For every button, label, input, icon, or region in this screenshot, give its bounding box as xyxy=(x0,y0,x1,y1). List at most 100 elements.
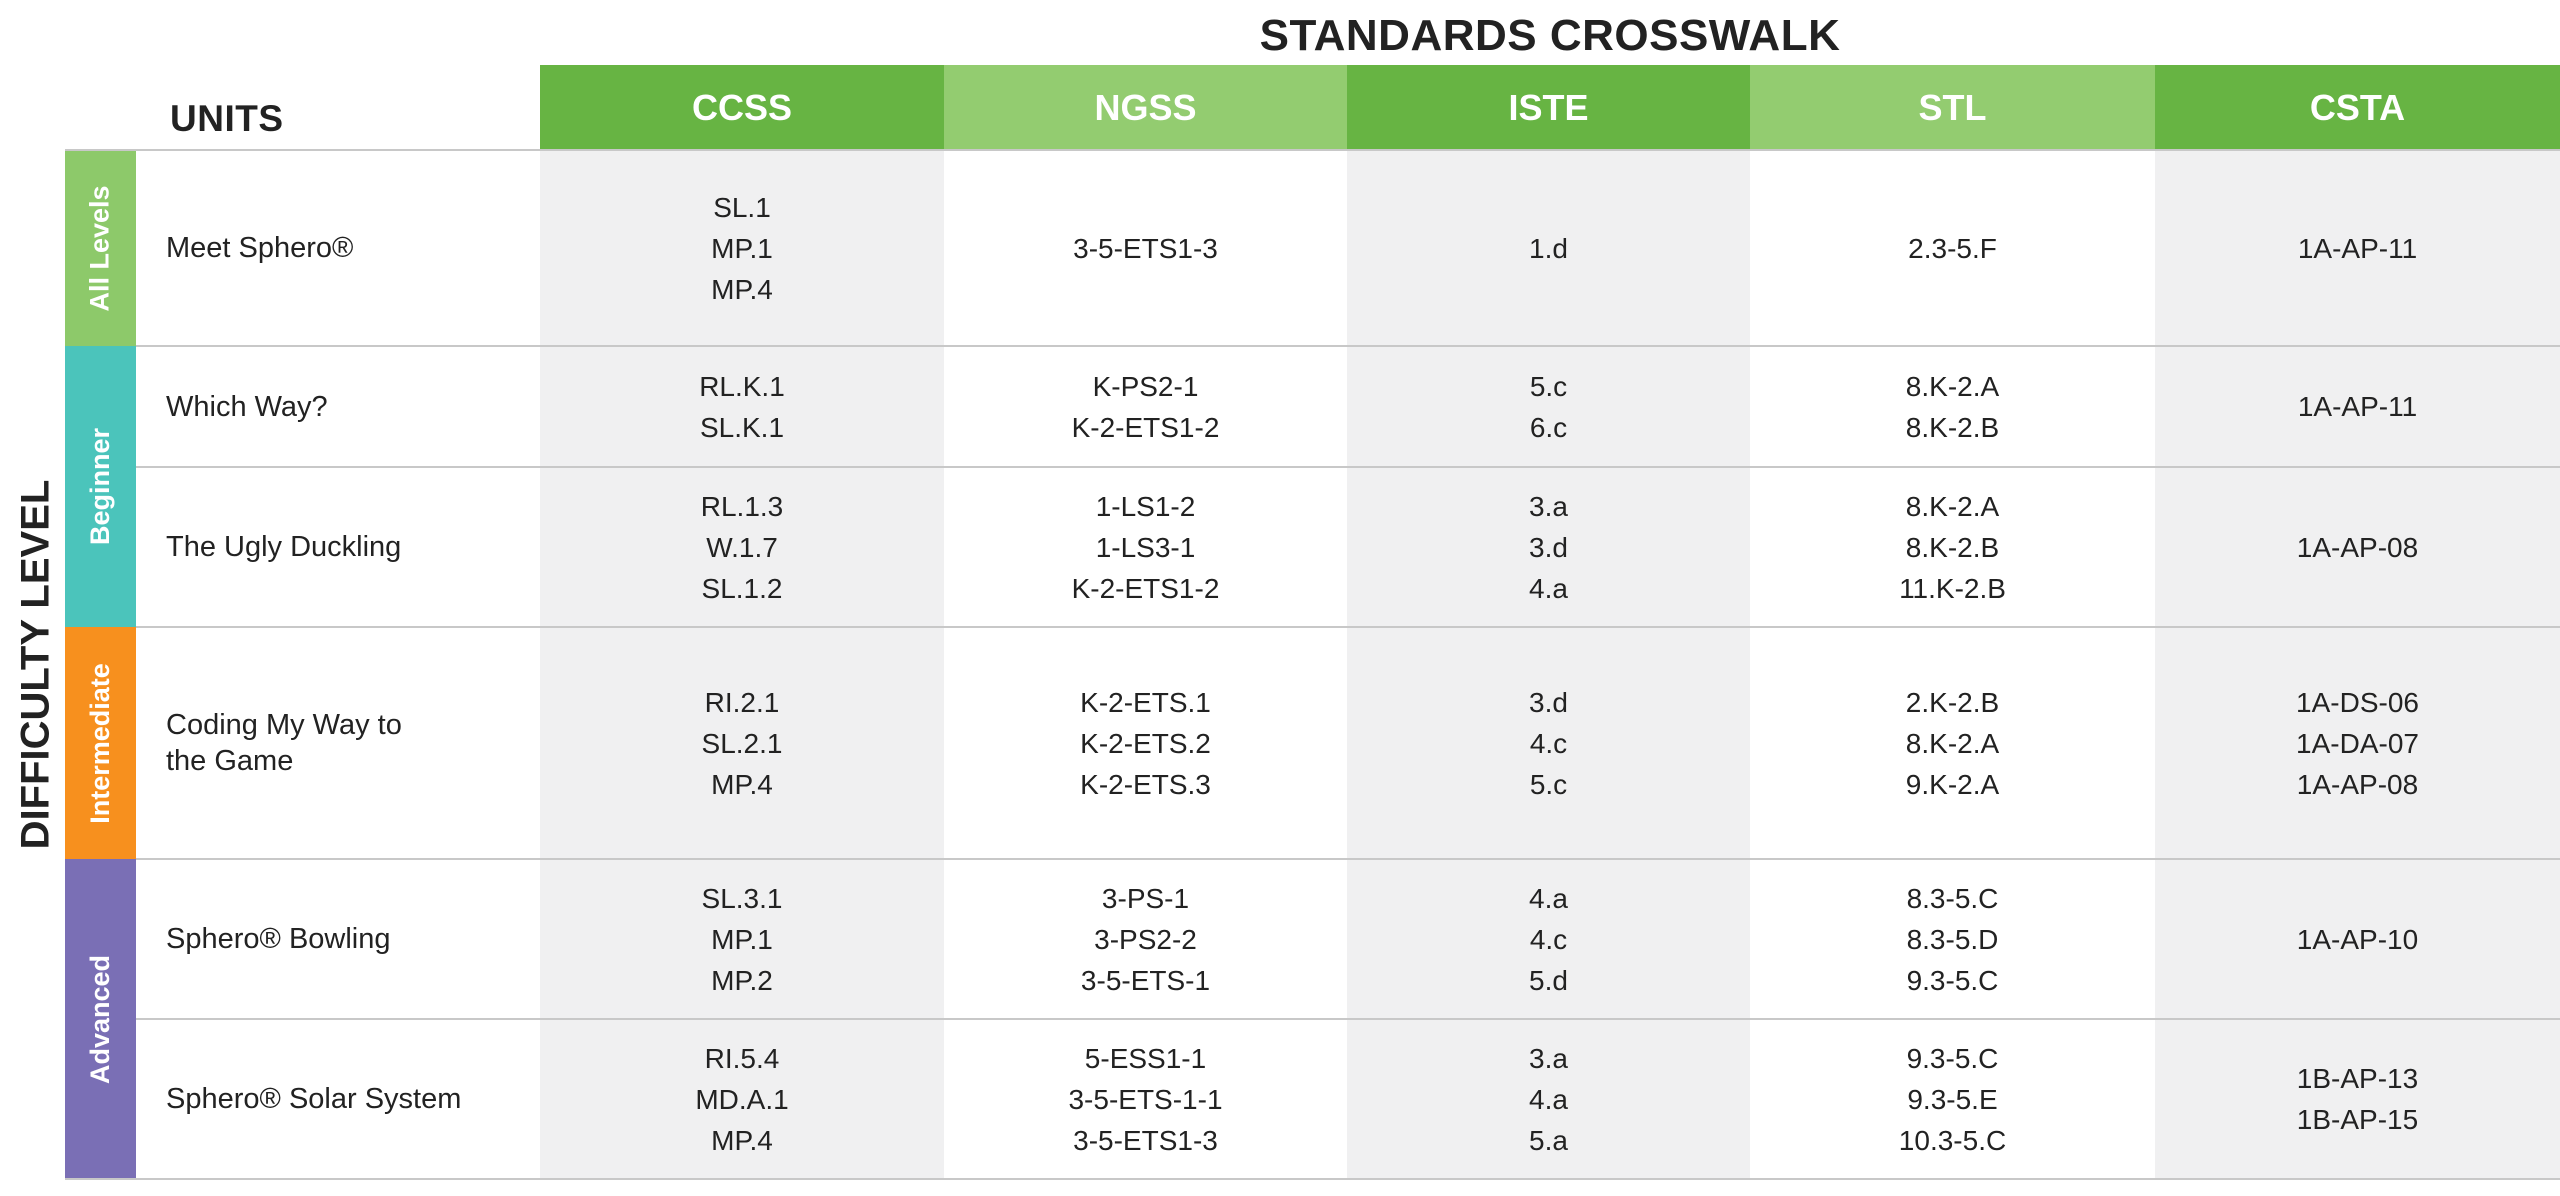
unit-line: Which Way? xyxy=(166,390,328,423)
standard-code: SL.3.1 xyxy=(701,882,783,914)
standard-code: K-2-ETS.2 xyxy=(1080,727,1211,759)
standard-code: 2.3-5.F xyxy=(1908,232,1997,264)
standards-cell: RI.2.1 SL.2.1 MP.4 xyxy=(540,627,944,859)
unit-line: The Ugly Duckling xyxy=(166,531,402,563)
standard-code: 1A-AP-11 xyxy=(2297,391,2418,422)
unit-name: Coding My Way to the Game xyxy=(166,627,536,859)
standard-code: 5.d xyxy=(1529,964,1568,996)
standard-code: 1A-AP-11 xyxy=(2297,232,2418,264)
standard-code: MD.A.1 xyxy=(695,1083,789,1115)
standard-code: 8.K-2.B xyxy=(1905,411,2000,443)
standard-code: 8.K-2.A xyxy=(1905,490,2000,522)
standards-cell: 5.c 6.c xyxy=(1347,346,1750,467)
standards-cell: 1-LS1-2 1-LS3-1 K-2-ETS1-2 xyxy=(944,467,1347,627)
standards-cell: RL.1.3 W.1.7 SL.1.2 xyxy=(540,467,944,627)
standards-cell: 4.a 4.c 5.d xyxy=(1347,859,1750,1019)
level-label: Advanced xyxy=(85,954,116,1084)
standards-cell: 2.3-5.F xyxy=(1750,150,2155,346)
level-band: Advanced xyxy=(65,859,136,1179)
standard-code: 1-LS3-1 xyxy=(1095,531,1196,563)
standard-code: MP.2 xyxy=(711,964,773,996)
standard-code: RL.K.1 xyxy=(699,370,785,402)
standards-cell: 1B-AP-13 1B-AP-15 xyxy=(2155,1019,2560,1179)
standards-cell: RL.K.1 SL.K.1 xyxy=(540,346,944,467)
standards-cell: K-PS2-1 K-2-ETS1-2 xyxy=(944,346,1347,467)
row-divider xyxy=(136,626,2560,628)
standards-cell: 3-PS-1 3-PS2-2 3-5-ETS-1 xyxy=(944,859,1347,1019)
standard-code: 1A-AP-08 xyxy=(2296,768,2419,800)
standard-code: 5.c xyxy=(1529,370,1568,402)
standards-cell: 1A-AP-08 xyxy=(2155,467,2560,627)
standard-code: 1A-AP-10 xyxy=(2296,923,2419,955)
row-divider xyxy=(65,1178,2560,1180)
unit-name: Which Way? xyxy=(166,346,536,467)
standard-code: 1A-AP-08 xyxy=(2296,531,2419,563)
unit-line: Meet Sphero® xyxy=(166,232,354,264)
standard-code: 3-5-ETS-1-1 xyxy=(1068,1083,1223,1115)
standard-code: 8.K-2.A xyxy=(1905,370,2000,402)
standard-code: 11.K-2.B xyxy=(1899,572,2006,604)
standard-code: 5-ESS1-1 xyxy=(1084,1042,1207,1074)
column-header: ISTE xyxy=(1347,65,1750,150)
level-label: Intermediate xyxy=(85,662,115,824)
standards-cell: SL.1 MP.1 MP.4 xyxy=(540,150,944,346)
standard-code: 9.3-5.C xyxy=(1906,1042,1999,1074)
standard-code: K-2-ETS1-2 xyxy=(1071,411,1220,443)
unit-line: Coding My Way to xyxy=(166,709,402,741)
unit-name: The Ugly Duckling xyxy=(166,467,536,627)
standard-code: 1-LS1-2 xyxy=(1095,490,1196,522)
row-divider xyxy=(65,149,2560,151)
standard-code: 4.c xyxy=(1529,727,1568,759)
standard-code: 8.K-2.A xyxy=(1905,727,2000,759)
column-background xyxy=(944,150,1347,1179)
standard-code: 3.d xyxy=(1529,531,1568,563)
unit-name: Sphero® Solar System xyxy=(166,1019,536,1179)
standard-code: K-2-ETS.3 xyxy=(1080,768,1211,800)
unit-line: the Game xyxy=(166,745,294,777)
level-band: All Levels xyxy=(65,150,136,346)
units-label: UNITS xyxy=(170,98,284,139)
standard-code: 1.d xyxy=(1529,232,1568,264)
standard-code: K-2-ETS.1 xyxy=(1080,686,1211,718)
level-label: All Levels xyxy=(85,184,115,312)
column-header: NGSS xyxy=(944,65,1347,150)
standard-code: 3-5-ETS1-3 xyxy=(1073,1124,1218,1156)
standard-code: SL.1.2 xyxy=(701,572,783,604)
level-label: Beginner xyxy=(85,427,115,546)
standard-code: MP.1 xyxy=(711,923,773,955)
standard-code: 3-PS2-2 xyxy=(1094,923,1197,955)
standard-code: 1B-AP-13 xyxy=(2296,1063,2419,1094)
standard-code: SL.1 xyxy=(713,191,771,223)
standard-code: MP.4 xyxy=(711,768,773,800)
row-divider xyxy=(136,1018,2560,1020)
standard-code: 9.3-5.E xyxy=(1907,1083,1998,1115)
standards-cell: SL.3.1 MP.1 MP.2 xyxy=(540,859,944,1019)
row-divider xyxy=(136,345,2560,347)
standards-cell: 3.a 3.d 4.a xyxy=(1347,467,1750,627)
standard-code: 9.K-2.A xyxy=(1905,768,2000,800)
row-divider xyxy=(136,466,2560,468)
standard-code: 10.3-5.C xyxy=(1898,1124,2007,1156)
standard-code: MP.4 xyxy=(711,273,773,305)
standard-code: 2.K-2.B xyxy=(1905,686,2000,718)
standards-cell: 1A-AP-11 xyxy=(2155,150,2560,346)
standards-cell: 5-ESS1-1 3-5-ETS-1-1 3-5-ETS1-3 xyxy=(944,1019,1347,1179)
standard-code: 3-5-ETS-1 xyxy=(1080,964,1211,996)
standard-code: 8.3-5.D xyxy=(1906,923,1999,955)
difficulty-label: DIFFICULTY LEVEL xyxy=(0,150,72,1179)
standard-code: 1B-AP-15 xyxy=(2296,1104,2419,1135)
level-band: Intermediate xyxy=(65,627,136,859)
unit-line: Sphero® Bowling xyxy=(166,923,391,955)
standard-code: 1A-DA-07 xyxy=(2296,727,2419,759)
standard-code: 4.a xyxy=(1529,1083,1568,1115)
standard-code: 4.c xyxy=(1529,923,1568,955)
standard-code: 5.c xyxy=(1529,768,1568,800)
standard-code: 1A-DS-06 xyxy=(2296,686,2419,718)
unit-name: Sphero® Bowling xyxy=(166,859,536,1019)
standard-code: 5.a xyxy=(1529,1124,1568,1156)
standard-code: MP.1 xyxy=(711,232,773,264)
difficulty-text: DIFFICULTY LEVEL xyxy=(13,479,58,850)
standards-cell: 8.K-2.A 8.K-2.B xyxy=(1750,346,2155,467)
standard-code: 4.a xyxy=(1529,572,1568,604)
